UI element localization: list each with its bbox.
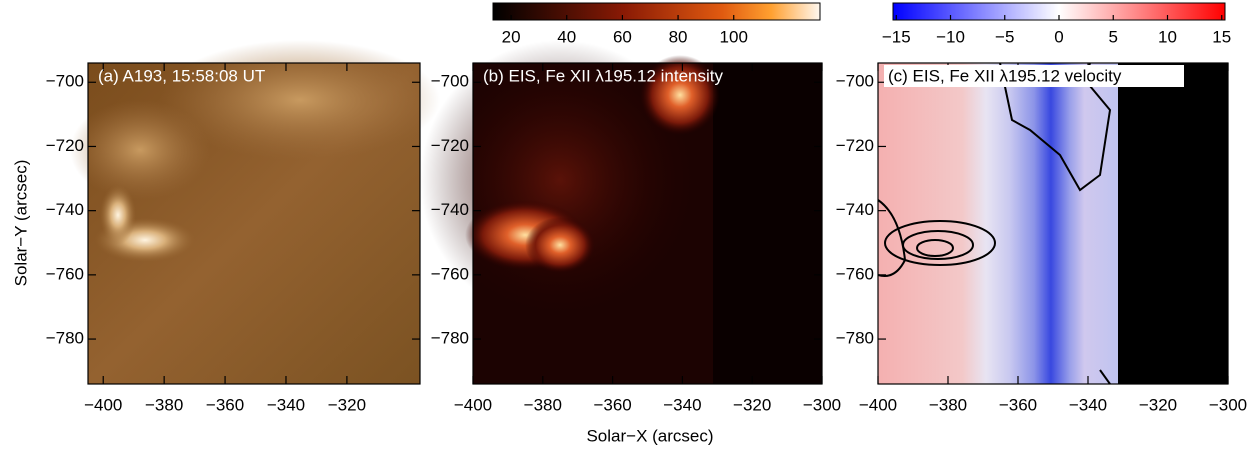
x-tick-label: −360 <box>206 395 244 414</box>
colorbar-tick-label: 5 <box>1109 27 1118 46</box>
x-tick-label: −320 <box>328 395 366 414</box>
y-tick-label: −780 <box>46 329 84 348</box>
x-tick-label: −320 <box>1139 395 1177 414</box>
y-axis-label: Solar−Y (arcsec) <box>11 160 30 287</box>
plot-frame <box>472 62 823 385</box>
y-tick-label: −700 <box>431 72 469 91</box>
colorbar-tick-label: 40 <box>557 27 576 46</box>
colorbar <box>492 2 821 21</box>
colorbar-tick-label: −15 <box>882 27 911 46</box>
x-tick-label: −380 <box>929 395 967 414</box>
colorbar-tick-label: 20 <box>502 27 521 46</box>
image-c <box>877 62 1228 385</box>
image-b <box>420 40 822 384</box>
panel-title: (c) EIS, Fe XII λ195.12 velocity <box>888 66 1122 85</box>
x-tick-label: −400 <box>84 395 122 414</box>
y-tick-label: −740 <box>46 200 84 219</box>
image-a <box>70 40 440 384</box>
y-tick-label: −700 <box>46 72 84 91</box>
x-tick-label: −340 <box>1069 395 1107 414</box>
x-tick-label: −340 <box>267 395 305 414</box>
x-tick-label: −360 <box>999 395 1037 414</box>
y-tick-label: −740 <box>836 200 874 219</box>
y-tick-label: −740 <box>431 200 469 219</box>
panel-title: (a) A193, 15:58:08 UT <box>98 66 265 85</box>
y-tick-label: −780 <box>836 329 874 348</box>
panel-title: (b) EIS, Fe XII λ195.12 intensity <box>483 66 724 85</box>
y-tick-label: −760 <box>431 264 469 283</box>
x-tick-label: −340 <box>663 395 701 414</box>
y-tick-label: −780 <box>431 329 469 348</box>
x-tick-label: −300 <box>803 395 841 414</box>
colorbar-tick-label: 100 <box>720 27 748 46</box>
colorbar-tick-label: −5 <box>995 27 1014 46</box>
x-tick-label: −380 <box>524 395 562 414</box>
y-tick-label: −760 <box>46 264 84 283</box>
colorbar-tick-label: 10 <box>1158 27 1177 46</box>
x-tick-label: −360 <box>593 395 631 414</box>
x-tick-label: −380 <box>145 395 183 414</box>
plot-frame <box>877 62 1229 385</box>
x-tick-label: −300 <box>1209 395 1247 414</box>
title-box <box>884 65 1184 87</box>
colorbar-tick-label: 60 <box>613 27 632 46</box>
plot-frame <box>87 62 421 385</box>
colorbar-tick-label: 80 <box>669 27 688 46</box>
colorbar-tick-label: −10 <box>936 27 965 46</box>
y-tick-label: −720 <box>836 136 874 155</box>
y-tick-label: −720 <box>46 136 84 155</box>
x-tick-label: −400 <box>454 395 492 414</box>
y-tick-label: −760 <box>836 264 874 283</box>
y-tick-label: −700 <box>836 72 874 91</box>
x-tick-label: −320 <box>733 395 771 414</box>
colorbar-tick-label: 15 <box>1212 27 1231 46</box>
y-tick-label: −720 <box>431 136 469 155</box>
x-tick-label: −400 <box>859 395 897 414</box>
colorbar-tick-label: 0 <box>1054 27 1063 46</box>
x-axis-label: Solar−X (arcsec) <box>586 426 713 445</box>
